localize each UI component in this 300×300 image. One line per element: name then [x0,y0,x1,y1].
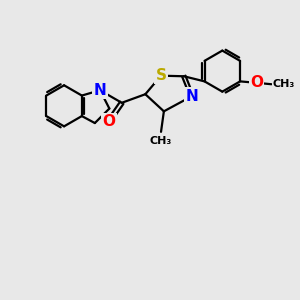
Text: S: S [155,68,167,83]
Text: O: O [102,114,116,129]
Text: CH₃: CH₃ [273,79,295,89]
Text: CH₃: CH₃ [150,136,172,146]
Text: O: O [250,75,263,90]
Text: N: N [185,89,198,104]
Text: N: N [94,83,106,98]
